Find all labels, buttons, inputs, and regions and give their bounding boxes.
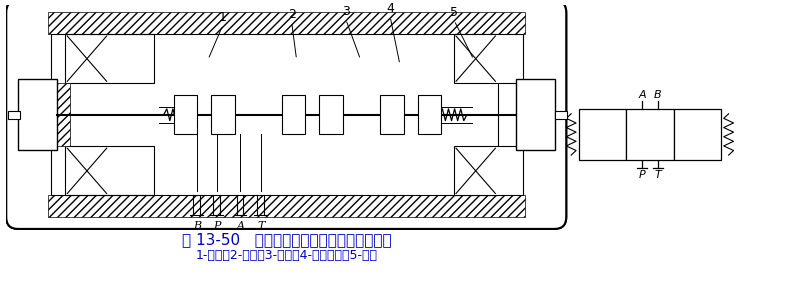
- Text: 3: 3: [342, 5, 350, 18]
- Bar: [66, 34, 154, 83]
- Bar: [579, 109, 626, 160]
- Text: P: P: [638, 170, 645, 180]
- FancyBboxPatch shape: [6, 1, 566, 229]
- Text: A: A: [638, 90, 646, 100]
- Text: 1: 1: [219, 11, 227, 24]
- Bar: [51, 34, 498, 195]
- Bar: [66, 146, 154, 195]
- Bar: [418, 95, 442, 134]
- Bar: [47, 195, 525, 217]
- Text: P: P: [213, 221, 220, 231]
- Text: A: A: [236, 221, 244, 231]
- Bar: [55, 83, 70, 146]
- Bar: [18, 79, 58, 150]
- Bar: [174, 95, 198, 134]
- Bar: [380, 95, 404, 134]
- Bar: [555, 111, 567, 119]
- Bar: [211, 95, 235, 134]
- Bar: [674, 109, 720, 160]
- Text: B: B: [654, 90, 661, 100]
- Text: 4: 4: [386, 2, 394, 15]
- Text: 1-阀体；2-阀芯；3-弹簧；4-电磁线圈；5-衔铁: 1-阀体；2-阀芯；3-弹簧；4-电磁线圈；5-衔铁: [196, 249, 378, 262]
- Bar: [516, 79, 555, 150]
- Bar: [47, 12, 525, 34]
- Bar: [626, 109, 674, 160]
- Text: T: T: [654, 170, 661, 180]
- Bar: [319, 95, 343, 134]
- Bar: [8, 111, 20, 119]
- Text: 5: 5: [450, 6, 458, 19]
- Bar: [282, 95, 306, 134]
- Text: 2: 2: [288, 8, 295, 21]
- Text: T: T: [258, 221, 265, 231]
- Bar: [454, 146, 523, 195]
- FancyBboxPatch shape: [10, 5, 562, 225]
- Bar: [454, 34, 523, 83]
- Text: B: B: [193, 221, 201, 231]
- Text: 图 13-50   三位四通电磁换向阀的结构原理图: 图 13-50 三位四通电磁换向阀的结构原理图: [182, 232, 392, 247]
